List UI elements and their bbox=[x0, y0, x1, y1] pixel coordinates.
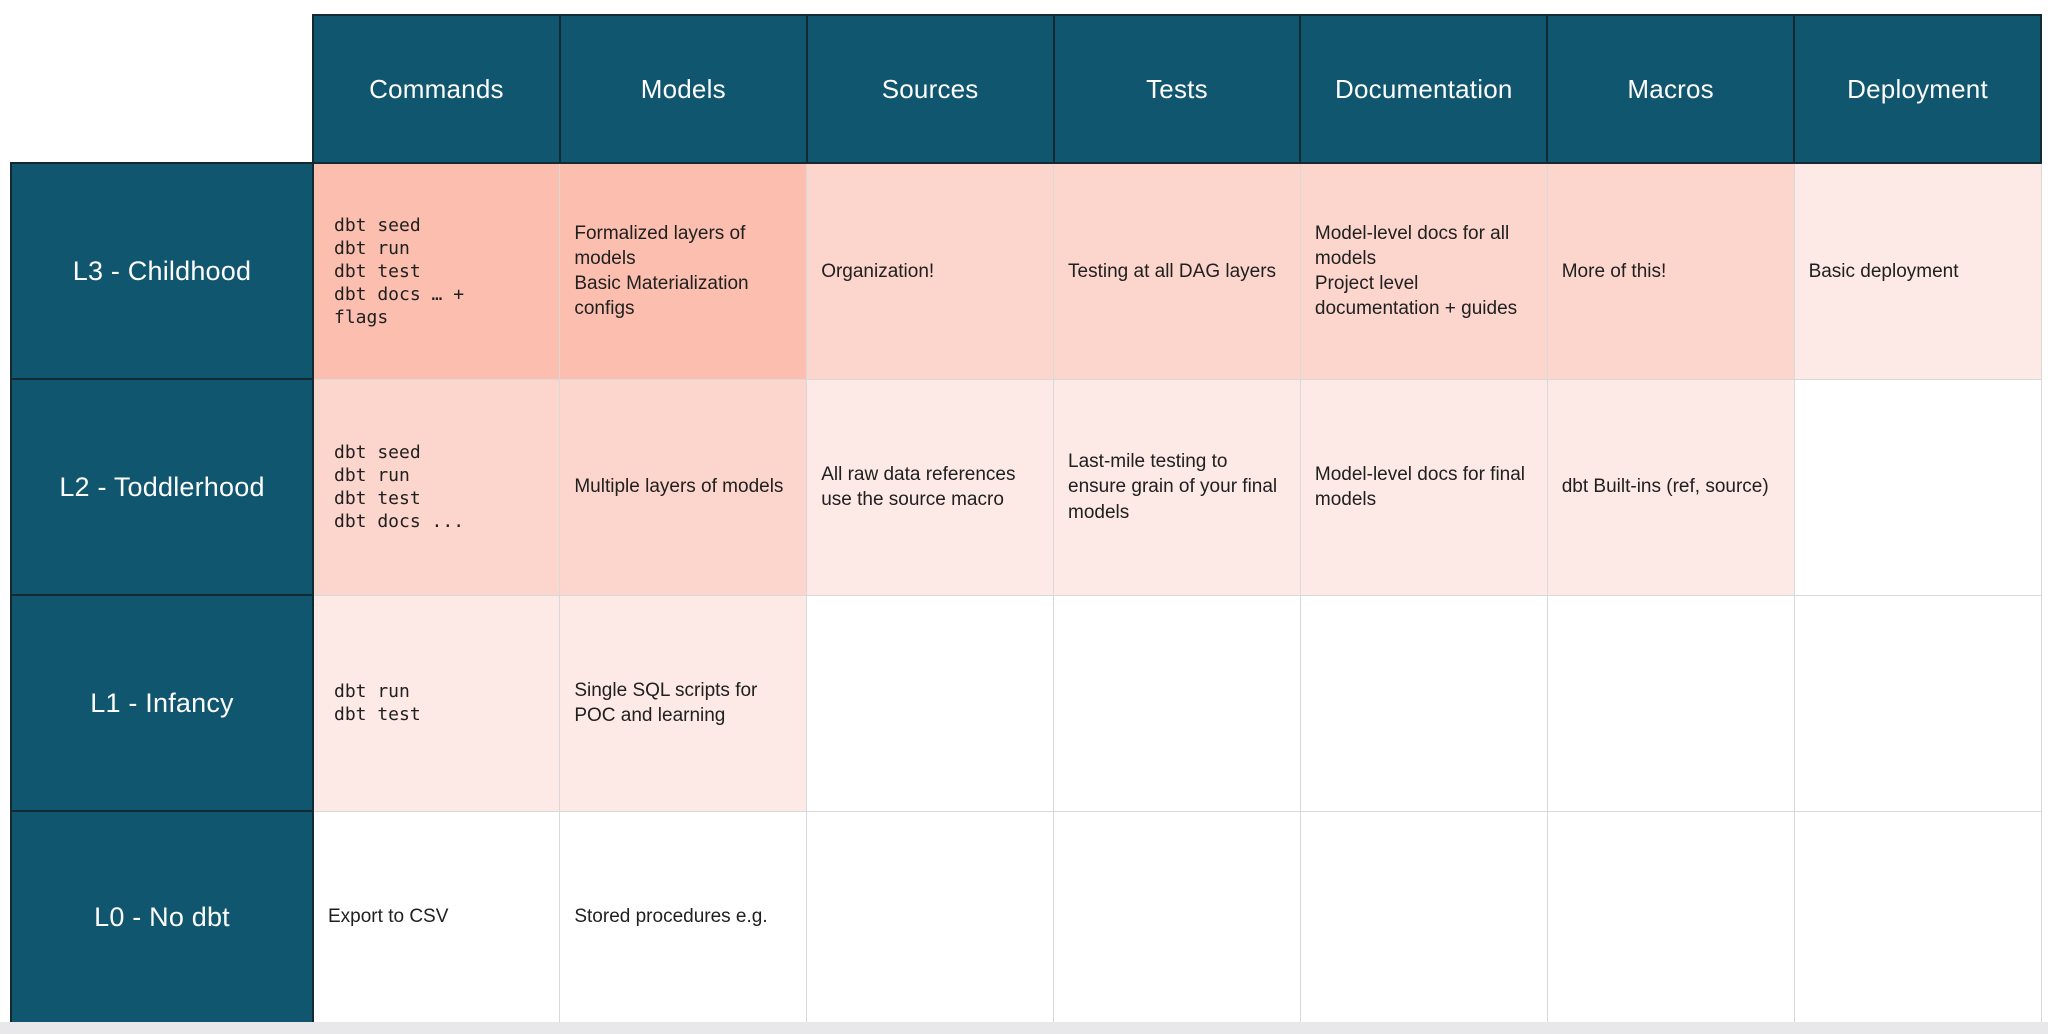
cell-l1-commands: dbt run dbt test bbox=[312, 594, 561, 812]
row-header-l2-toddlerhood: L2 - Toddlerhood bbox=[10, 378, 314, 596]
cell-l1-sources bbox=[806, 594, 1055, 812]
column-header-macros: Macros bbox=[1546, 14, 1796, 164]
cell-l1-documentation bbox=[1299, 594, 1548, 812]
cell-l2-macros: dbt Built-ins (ref, source) bbox=[1546, 378, 1795, 596]
cell-l1-tests bbox=[1053, 594, 1301, 812]
column-header-commands: Commands bbox=[312, 14, 561, 164]
cell-l0-tests bbox=[1053, 810, 1301, 1024]
column-header-documentation: Documentation bbox=[1299, 14, 1549, 164]
column-header-tests: Tests bbox=[1052, 14, 1302, 164]
corner-cell bbox=[11, 15, 313, 163]
cell-l2-tests: Last-mile testing to ensure grain of you… bbox=[1053, 378, 1301, 596]
cell-l2-deployment bbox=[1793, 378, 2042, 596]
cell-l1-macros bbox=[1546, 594, 1795, 812]
row-l0-no-dbt: L0 - No dbt Export to CSV Stored procedu… bbox=[10, 810, 2042, 1024]
cell-l2-commands: dbt seed dbt run dbt test dbt docs ... bbox=[312, 378, 561, 596]
cell-l0-models: Stored procedures e.g. bbox=[559, 810, 808, 1024]
cell-l3-macros: More of this! bbox=[1546, 162, 1795, 380]
cell-l3-documentation: Model-level docs for all models Project … bbox=[1299, 162, 1548, 380]
column-header-row: Commands Models Sources Tests Documentat… bbox=[11, 14, 2042, 164]
cell-l0-macros bbox=[1546, 810, 1795, 1024]
cell-l2-documentation: Model-level docs for final models bbox=[1299, 378, 1548, 596]
column-header-models: Models bbox=[558, 14, 808, 164]
cell-l0-documentation bbox=[1299, 810, 1548, 1024]
cell-l0-deployment bbox=[1793, 810, 2042, 1024]
column-header-sources: Sources bbox=[805, 14, 1055, 164]
cell-l0-sources bbox=[806, 810, 1055, 1024]
cell-l3-commands: dbt seed dbt run dbt test dbt docs … + f… bbox=[312, 162, 561, 380]
row-header-l3-childhood: L3 - Childhood bbox=[10, 162, 314, 380]
cell-l2-sources: All raw data references use the source m… bbox=[806, 378, 1055, 596]
cell-l1-models: Single SQL scripts for POC and learning bbox=[559, 594, 808, 812]
row-header-l1-infancy: L1 - Infancy bbox=[10, 594, 314, 812]
row-l1-infancy: L1 - Infancy dbt run dbt test Single SQL… bbox=[10, 594, 2042, 812]
cell-l0-commands: Export to CSV bbox=[312, 810, 561, 1024]
cell-l2-models: Multiple layers of models bbox=[559, 378, 808, 596]
cell-l3-tests: Testing at all DAG layers bbox=[1053, 162, 1301, 380]
column-header-deployment: Deployment bbox=[1793, 14, 2042, 164]
cell-l3-sources: Organization! bbox=[806, 162, 1055, 380]
bottom-edge-strip bbox=[0, 1022, 2048, 1034]
row-header-l0-no-dbt: L0 - No dbt bbox=[10, 810, 314, 1024]
cell-l3-models: Formalized layers of models Basic Materi… bbox=[559, 162, 808, 380]
maturity-matrix-table: Commands Models Sources Tests Documentat… bbox=[10, 14, 2042, 1024]
row-l2-toddlerhood: L2 - Toddlerhood dbt seed dbt run dbt te… bbox=[10, 378, 2042, 596]
cell-l1-deployment bbox=[1793, 594, 2042, 812]
row-l3-childhood: L3 - Childhood dbt seed dbt run dbt test… bbox=[10, 162, 2042, 380]
cell-l3-deployment: Basic deployment bbox=[1793, 162, 2042, 380]
